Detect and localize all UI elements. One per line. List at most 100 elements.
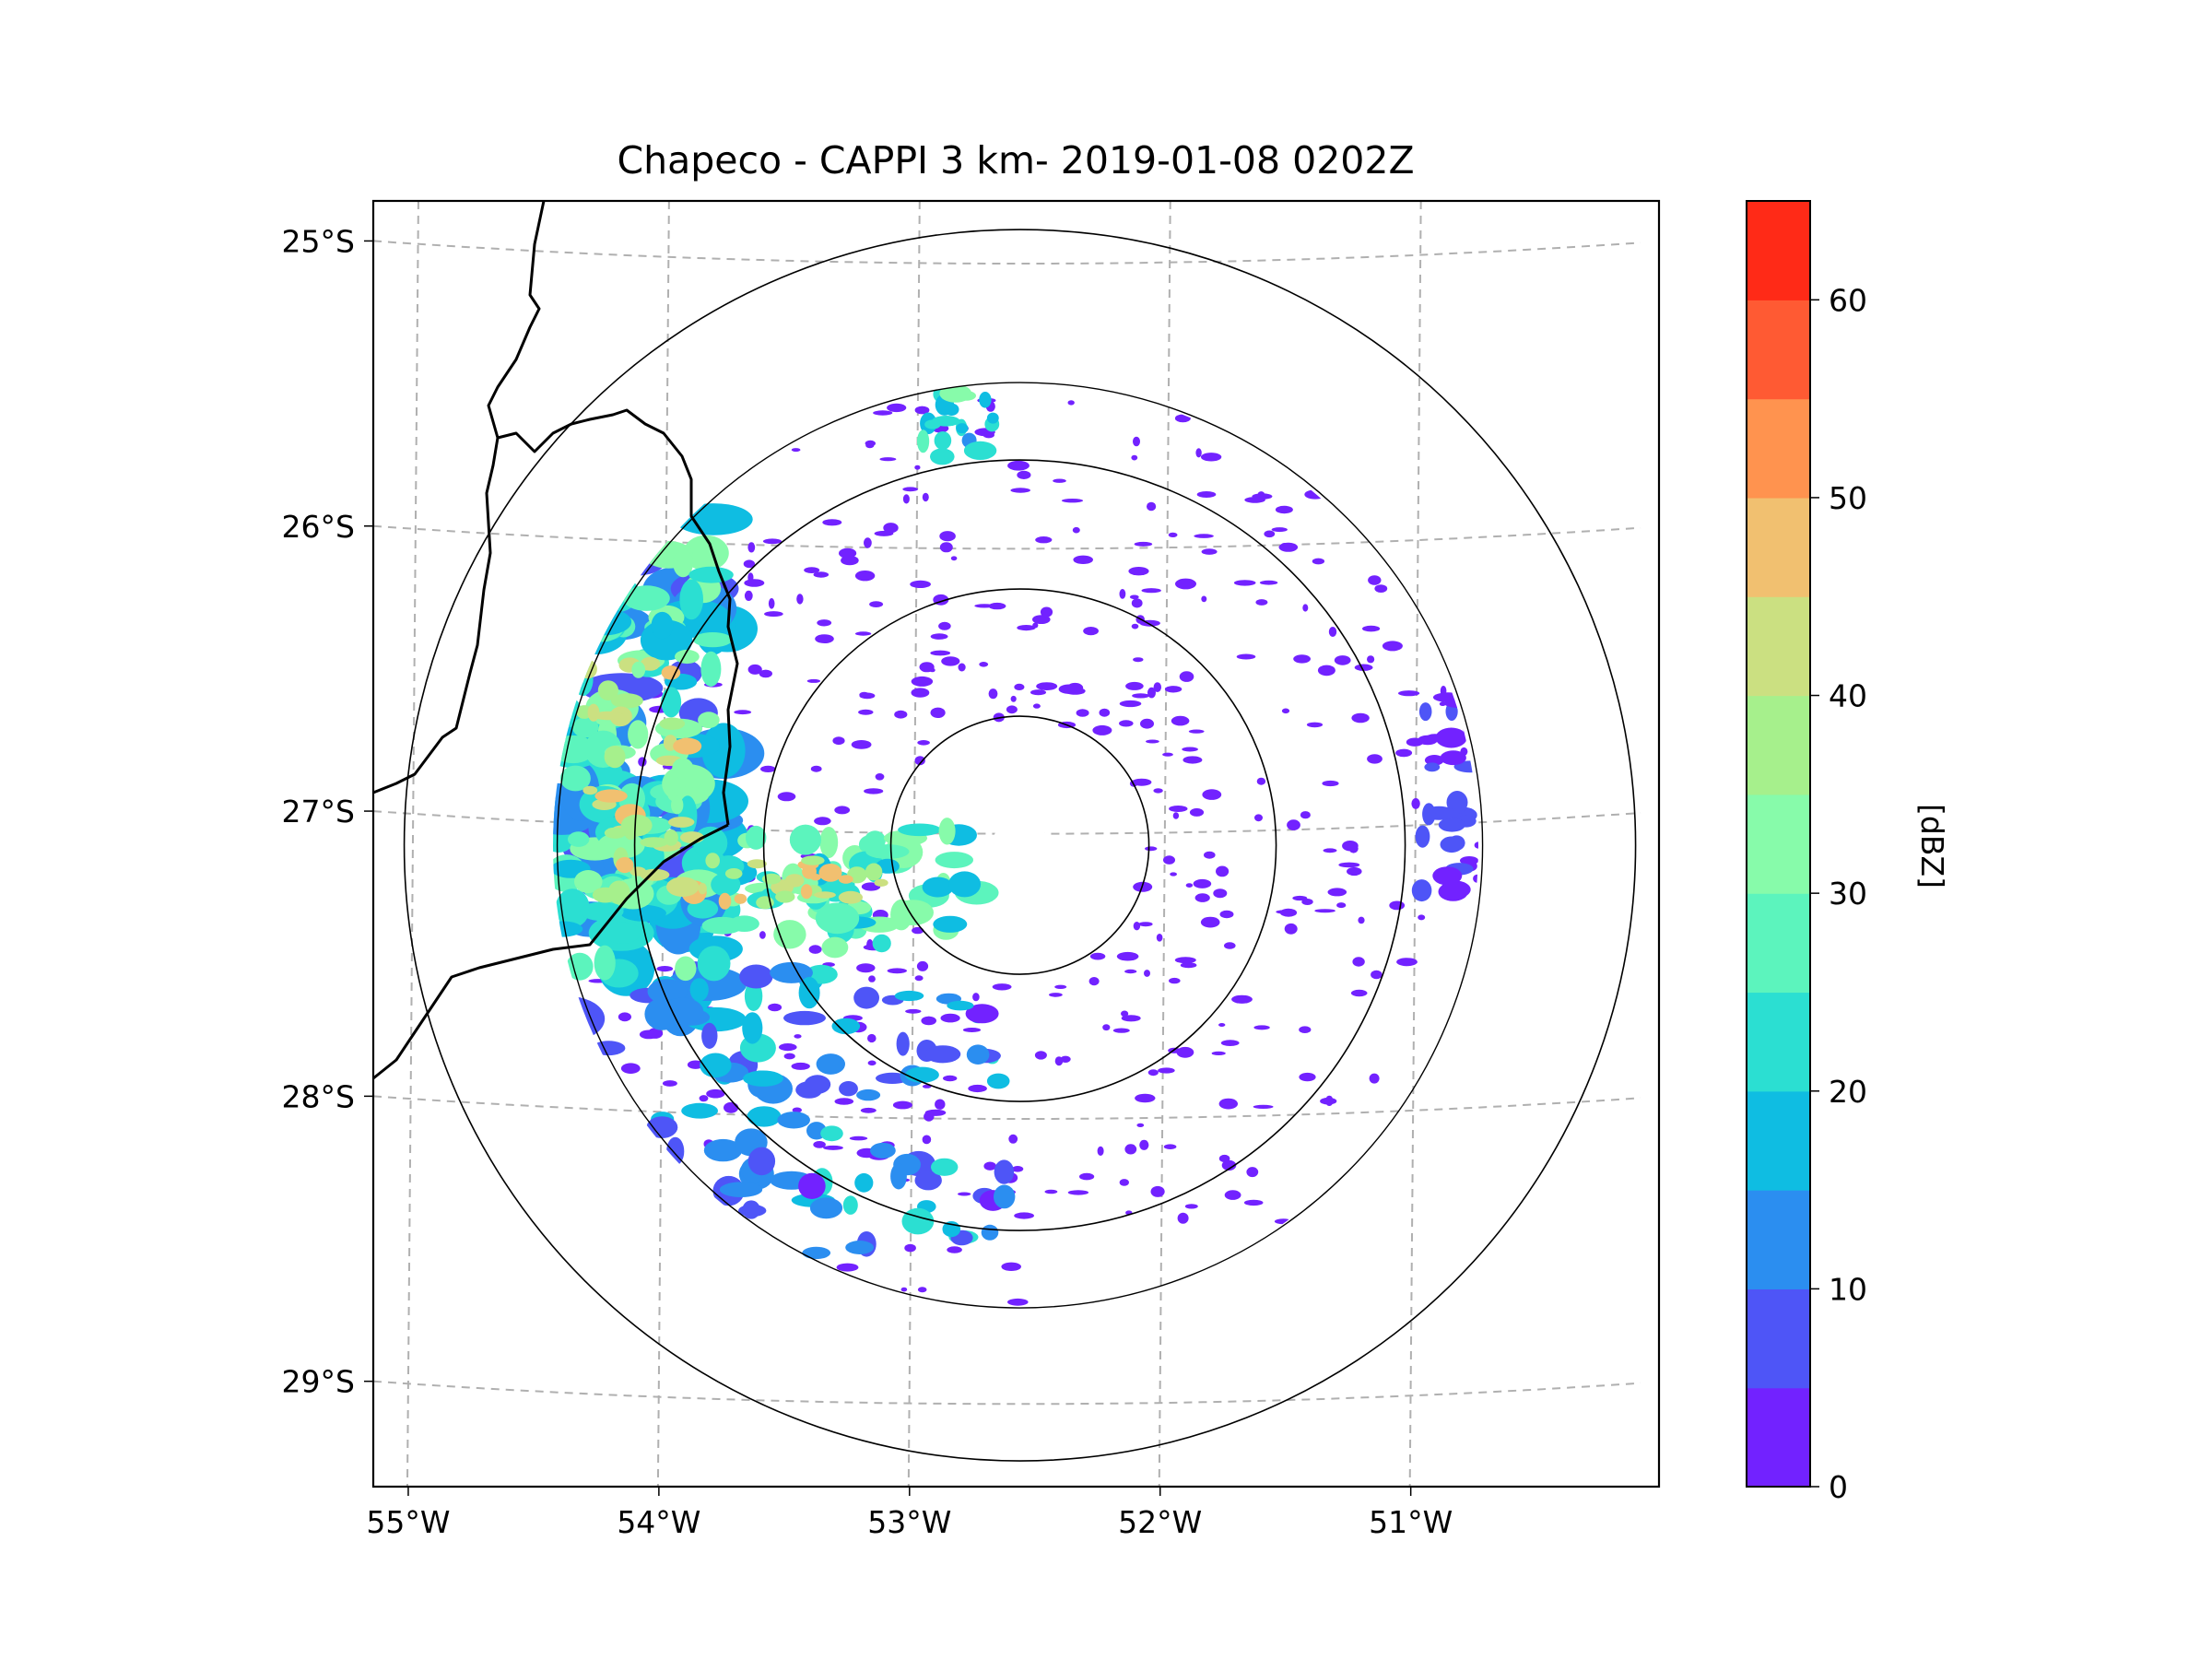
echo-blob-786 [924,1045,961,1064]
echo-blob-775 [856,1088,881,1101]
echo-blob-611 [631,661,646,678]
echo-blob-90 [1001,1262,1021,1272]
echo-blob-59 [939,542,953,553]
echo-blob-539 [594,945,616,981]
echo-blob-226 [1301,899,1313,905]
echo-blob-197 [1231,994,1253,1004]
echo-blob-145 [1312,558,1325,565]
echo-blob-566 [651,611,674,640]
echo-blob-396 [1010,695,1017,702]
echo-blob-804 [839,1081,858,1097]
echo-blob-796 [854,1172,874,1193]
echo-blob-410 [1125,681,1144,690]
echo-blob-398 [1049,993,1063,997]
echo-blob-121 [817,619,832,627]
echo-blob-141 [1138,922,1153,927]
echo-blob-623 [624,820,648,830]
echo-blob-816 [944,403,959,416]
echo-blob-371 [1083,627,1099,636]
colorbar-tick-label-5: 50 [1829,480,1867,516]
echo-blob-622 [673,737,702,755]
echo-blob-158 [1158,1067,1175,1074]
map-plot-frame [371,199,1661,1488]
colorbar-segment-10 [1747,398,1810,499]
echo-blob-22 [930,650,951,656]
border-santa-catarina-rio-grande-do-sul [373,823,729,1080]
echo-blob-233 [1284,923,1298,935]
echo-blob-606 [604,746,626,769]
echo-blob-365 [1119,589,1126,599]
echo-blob-767 [994,1159,1015,1184]
echo-blob-28 [1253,1104,1274,1109]
echo-blob-31 [662,1080,677,1087]
echo-blob-43 [1338,862,1360,868]
echo-blob-315 [743,559,756,569]
echo-blob-195 [1271,527,1288,533]
echo-blob-524 [683,535,729,571]
lat-tick-label-0: 25°S [282,223,355,259]
echo-blob-300 [1254,814,1263,822]
echo-blob-11 [1147,1069,1159,1077]
border-parana-santa-catarina [497,408,739,826]
echo-blob-778 [986,1073,1010,1089]
echo-blob-109 [900,1287,908,1292]
echo-blob-619 [616,857,634,874]
meridian-gridline-0 [406,201,419,1487]
echo-blob-277 [1244,497,1265,503]
echo-blob-791 [994,1184,1016,1209]
echo-blob-293 [1032,703,1041,709]
echo-blob-186 [1188,729,1205,734]
echo-blob-110 [1275,505,1293,514]
echo-blob-165 [1317,665,1335,677]
echo-blob-66 [1134,541,1153,547]
echo-blob-44 [1119,1179,1130,1186]
latitude-axis: 25°S 26°S 27°S 28°S 29°S [282,223,373,1400]
echo-blob-61 [1139,1139,1149,1150]
echo-blob-209 [1293,654,1311,664]
echo-blob-735 [647,979,688,1005]
echo-blob-38 [922,1135,932,1145]
echo-blob-697 [775,890,795,903]
echo-blob-128 [1300,811,1311,819]
echo-blob-700 [800,884,813,900]
echo-blob-147 [939,531,956,542]
echo-blob-388 [783,1053,795,1060]
echo-blob-237 [1008,1134,1018,1144]
range-ring-2 [633,459,1406,1231]
echo-blob-705 [724,868,743,879]
echo-blob-788 [890,1163,907,1190]
radar-cone-of-silence [992,818,1048,874]
echo-blob-246 [810,765,822,772]
echo-blob-4 [1367,655,1375,664]
echo-blob-325 [940,1013,960,1023]
echo-blob-65 [958,663,966,672]
echo-blob-612 [593,711,624,721]
echo-blob-752 [747,1147,776,1176]
echo-blob-648 [898,823,942,837]
echo-blob-162 [1153,788,1163,794]
echo-blob-308 [865,440,876,447]
echo-blob-51 [1354,664,1373,671]
colorbar-tick-label-3: 30 [1829,876,1867,912]
echo-blob-394 [1060,1055,1071,1064]
lat-tick-label-2: 27°S [282,794,355,830]
colorbar-segment-0 [1747,1387,1810,1488]
echo-blob-336 [910,580,931,589]
echo-blob-307 [873,410,893,416]
echo-blob-678 [933,915,968,933]
echo-blob-135 [1177,1212,1189,1224]
echo-blob-412 [1172,812,1180,819]
echo-blob-40 [1200,453,1222,462]
echo-blob-132 [744,590,753,602]
echo-blob-52 [1395,748,1413,758]
echo-blob-101 [1121,1010,1129,1018]
echo-blob-520 [628,720,649,749]
echo-blob-393 [841,555,859,566]
echo-blob-133 [813,1141,826,1148]
echo-blob-655 [872,934,891,953]
echo-blob-352 [849,1135,868,1141]
echo-blob-329 [875,773,885,781]
echo-blob-692 [818,864,842,882]
echo-blob-3 [922,492,929,502]
echo-blob-757 [743,1070,783,1087]
